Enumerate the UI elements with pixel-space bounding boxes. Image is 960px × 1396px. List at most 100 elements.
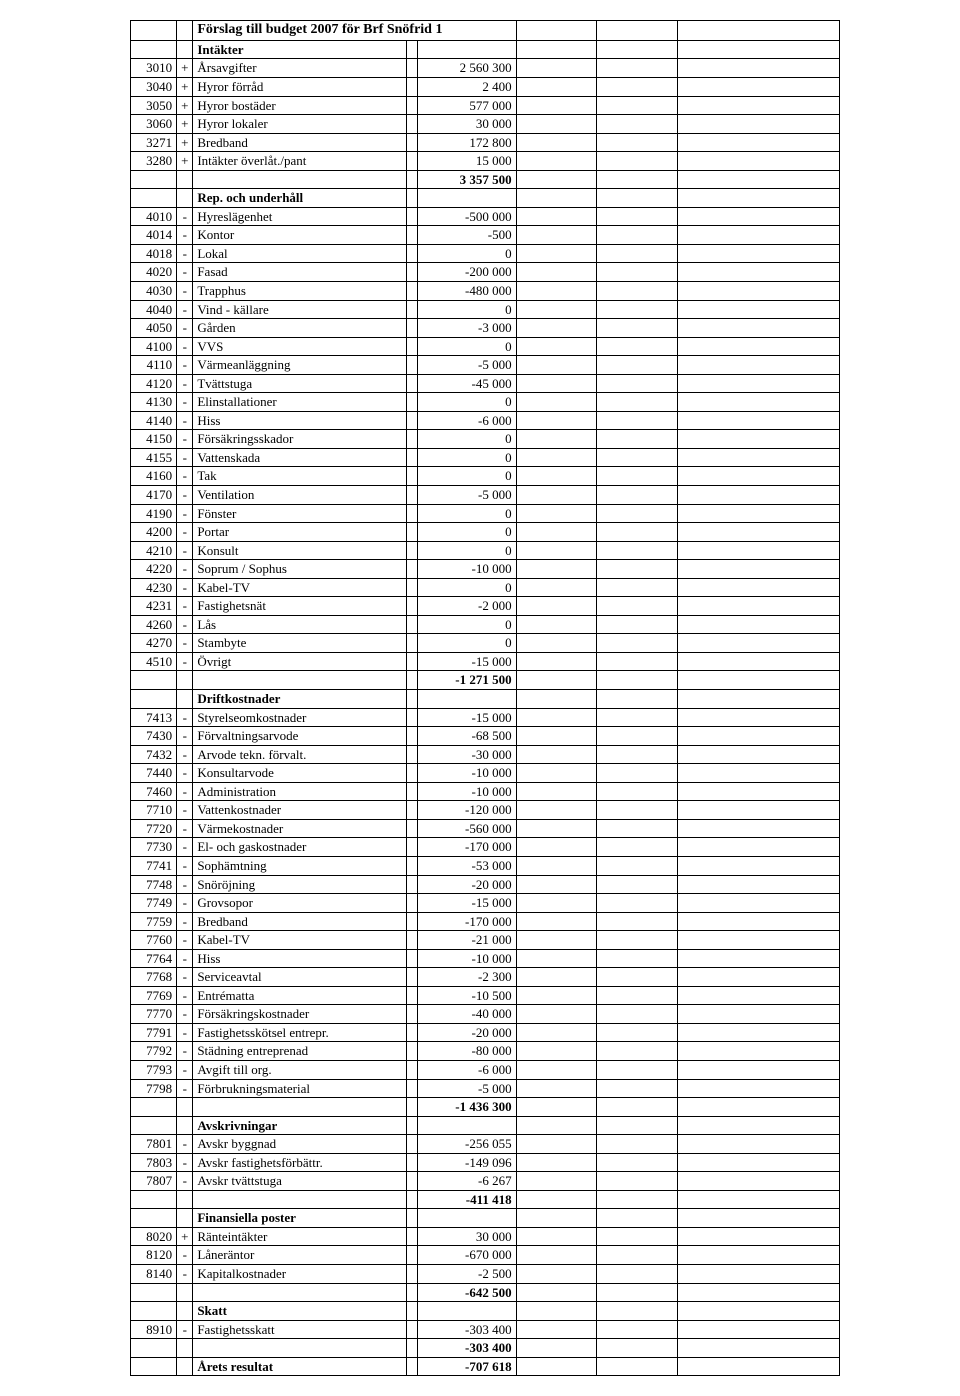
sign: - [177,875,193,894]
sign: - [177,541,193,560]
description: Elinstallationer [193,393,407,412]
amount: -15 000 [418,708,516,727]
table-row: 7720-Värmekostnader-560 000 [131,819,840,838]
description: Hyreslägenhet [193,207,407,226]
sign: - [177,374,193,393]
sign: - [177,1135,193,1154]
sign: - [177,856,193,875]
sign: - [177,1246,193,1265]
description: Avskr byggnad [193,1135,407,1154]
account-code: 4110 [131,356,177,375]
table-row: 7793-Avgift till org.-6 000 [131,1060,840,1079]
description: Försäkringskostnader [193,1005,407,1024]
amount: -15 000 [418,652,516,671]
account-code: 4020 [131,263,177,282]
table-row: 7741-Sophämtning-53 000 [131,856,840,875]
account-code: 7749 [131,894,177,913]
amount: 0 [418,337,516,356]
amount: 30 000 [418,1227,516,1246]
account-code: 4230 [131,578,177,597]
description: VVS [193,337,407,356]
account-code: 7792 [131,1042,177,1061]
account-code: 7710 [131,801,177,820]
amount: -2 000 [418,597,516,616]
amount: -200 000 [418,263,516,282]
account-code: 7791 [131,1023,177,1042]
description: Konsult [193,541,407,560]
account-code: 4510 [131,652,177,671]
table-row: 4100-VVS0 [131,337,840,356]
section-header: Driftkostnader [193,690,407,709]
table-row: 4140-Hiss-6 000 [131,411,840,430]
section-header: Rep. och underhåll [193,189,407,208]
sign: - [177,486,193,505]
description: Vattenkostnader [193,801,407,820]
description: Fastighetsnät [193,597,407,616]
table-row: 4018-Lokal0 [131,244,840,263]
account-code: 4210 [131,541,177,560]
section-header: Intäkter [193,40,407,59]
amount: 0 [418,523,516,542]
account-code: 4010 [131,207,177,226]
sign: - [177,986,193,1005]
amount: 2 400 [418,77,516,96]
description: Vattenskada [193,448,407,467]
account-code: 7413 [131,708,177,727]
table-row: 4260-Lås0 [131,615,840,634]
sign: - [177,1079,193,1098]
sign: - [177,578,193,597]
account-code: 4200 [131,523,177,542]
subtotal: -411 418 [418,1190,516,1209]
description: Sophämtning [193,856,407,875]
description: Soprum / Sophus [193,560,407,579]
sign: - [177,968,193,987]
table-row: 7770-Försäkringskostnader-40 000 [131,1005,840,1024]
account-code: 7793 [131,1060,177,1079]
description: Ränteintäkter [193,1227,407,1246]
table-row: 7710-Vattenkostnader-120 000 [131,801,840,820]
sign: + [177,96,193,115]
table-row: 4230-Kabel-TV0 [131,578,840,597]
sign: - [177,931,193,950]
description: Förbrukningsmaterial [193,1079,407,1098]
description: Lås [193,615,407,634]
account-code: 4190 [131,504,177,523]
result-value: -707 618 [418,1357,516,1376]
description: Bredband [193,133,407,152]
sign: - [177,1264,193,1283]
account-code: 7720 [131,819,177,838]
description: Hyror lokaler [193,115,407,134]
account-code: 4160 [131,467,177,486]
sign: - [177,430,193,449]
account-code: 4260 [131,615,177,634]
amount: 30 000 [418,115,516,134]
amount: -480 000 [418,282,516,301]
section-header: Finansiella poster [193,1209,407,1228]
description: Entrématta [193,986,407,1005]
description: Fastighetsskötsel entrepr. [193,1023,407,1042]
account-code: 4120 [131,374,177,393]
table-row: 7759-Bredband-170 000 [131,912,840,931]
account-code: 4220 [131,560,177,579]
account-code: 7760 [131,931,177,950]
account-code: 4170 [131,486,177,505]
table-row: 8910-Fastighetsskatt-303 400 [131,1320,840,1339]
sign: - [177,745,193,764]
description: Ventilation [193,486,407,505]
sign: - [177,1023,193,1042]
doc-title: Förslag till budget 2007 för Brf Snöfrid… [193,21,516,41]
account-code: 7730 [131,838,177,857]
amount: -5 000 [418,356,516,375]
table-row: 4120-Tvättstuga-45 000 [131,374,840,393]
account-code: 3050 [131,96,177,115]
sign: - [177,523,193,542]
amount: -30 000 [418,745,516,764]
table-row: 4020-Fasad-200 000 [131,263,840,282]
table-row: 4155-Vattenskada0 [131,448,840,467]
table-row: 7760-Kabel-TV-21 000 [131,931,840,950]
account-code: 7768 [131,968,177,987]
amount: -53 000 [418,856,516,875]
account-code: 7803 [131,1153,177,1172]
table-row: 3050+Hyror bostäder577 000 [131,96,840,115]
table-row: 4231-Fastighetsnät-2 000 [131,597,840,616]
